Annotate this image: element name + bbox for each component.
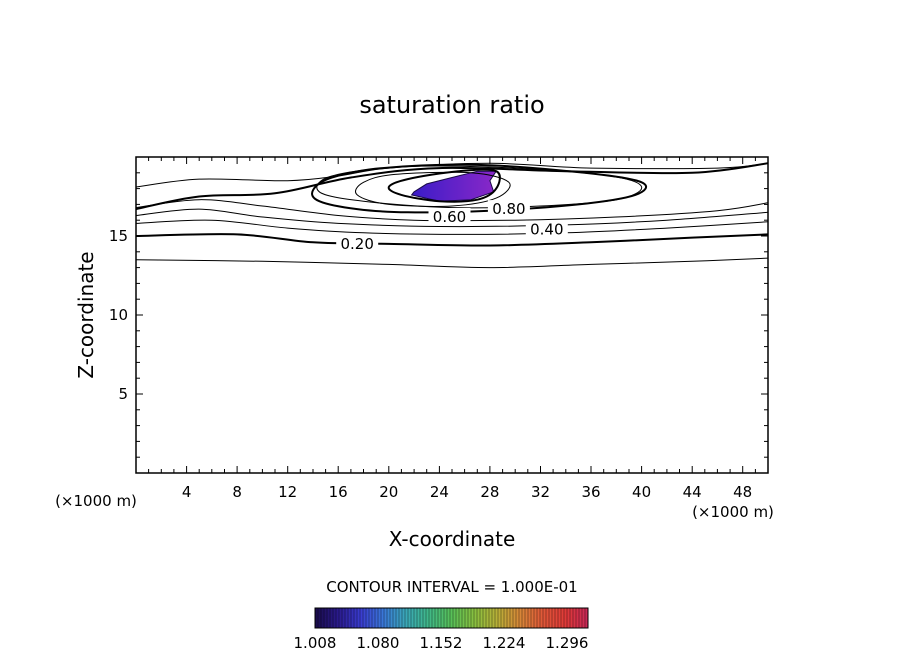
contour-line-0.9 [387, 168, 501, 203]
y-tick-label: 5 [118, 385, 128, 403]
x-tick-label: 40 [632, 483, 651, 501]
x-tick-label: 28 [480, 483, 499, 501]
contour-line-0.1 [136, 257, 768, 269]
colorbar-tick-label: 1.296 [546, 634, 589, 652]
colorbar-tick-label: 1.008 [294, 634, 337, 652]
contour-label: 0.40 [530, 221, 563, 239]
contour-line-0.8 [355, 171, 511, 207]
contour-label-bg [487, 200, 530, 217]
contour-label-bg [428, 208, 471, 224]
colorbar-tick-label: 1.080 [357, 634, 400, 652]
contour-interval-note: CONTOUR INTERVAL = 1.000E-01 [326, 578, 577, 596]
contour-labels: 0.20 0.40 0.60 0.80 [336, 200, 568, 253]
x-tick-label: 32 [531, 483, 550, 501]
colorbar-gradient [314, 607, 589, 629]
supersaturated-region-layer [410, 170, 498, 202]
x-tick-label: 12 [278, 483, 297, 501]
plot-frame [135, 156, 769, 474]
x-unit-right: (×1000 m) [692, 503, 774, 521]
contour-label: 0.60 [433, 208, 466, 226]
x-tick-label: 16 [329, 483, 348, 501]
x-tick-label: 8 [232, 483, 242, 501]
colorbar-hatching [317, 608, 586, 628]
y-axis-label: Z-coordinate [74, 251, 98, 378]
x-tick-label: 24 [430, 483, 449, 501]
supersaturated-region [410, 170, 498, 202]
contour-line-0.2 [136, 233, 768, 247]
x-tick-label: 4 [182, 483, 192, 501]
colorbar-tick-label: 1.152 [420, 634, 463, 652]
x-unit-left: (×1000 m) [55, 492, 137, 510]
colorbar-tick-labels: 1.008 1.080 1.152 1.224 1.296 [294, 634, 589, 652]
colorbar-tick-label: 1.224 [483, 634, 526, 652]
y-tick-label: 10 [109, 306, 128, 324]
chart-title: saturation ratio [359, 91, 544, 119]
x-tick-label: 48 [733, 483, 752, 501]
x-tick-label: 20 [379, 483, 398, 501]
contour-line-0.6 [136, 162, 768, 211]
contour-line-0.4 [136, 208, 768, 228]
colorbar: 1.008 1.080 1.152 1.224 1.296 [294, 607, 589, 652]
contour-label-bg [336, 234, 379, 251]
y-tick-label: 15 [109, 227, 128, 245]
contour-label: 0.80 [492, 200, 525, 218]
contour-label-bg [525, 220, 568, 237]
contour-label: 0.20 [340, 235, 373, 253]
x-tick-label: 44 [683, 483, 702, 501]
x-axis-label: X-coordinate [389, 527, 516, 551]
x-tick-label: 36 [581, 483, 600, 501]
contour-line-0.3 [136, 219, 768, 235]
